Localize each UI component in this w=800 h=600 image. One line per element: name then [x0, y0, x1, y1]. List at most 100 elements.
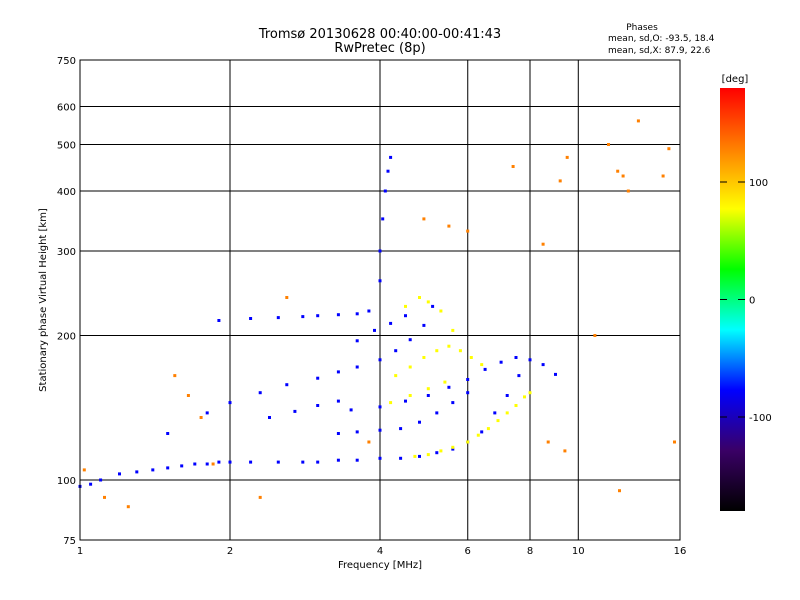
data-point-x	[439, 309, 443, 313]
data-point-o	[431, 304, 435, 308]
data-point-x	[408, 394, 412, 397]
data-point-o	[258, 391, 262, 395]
data-point-noise	[673, 440, 676, 444]
data-point-noise	[563, 449, 567, 453]
data-point-x	[466, 440, 470, 444]
data-point-o	[394, 349, 398, 353]
data-point-o	[541, 363, 545, 367]
data-point-o	[276, 460, 280, 464]
data-point-o	[422, 323, 426, 327]
data-point-noise	[466, 229, 470, 233]
data-point-o	[435, 411, 439, 415]
colorbar-label: [deg]	[722, 74, 749, 85]
data-point-x	[426, 387, 430, 391]
data-point-x	[422, 356, 426, 359]
data-point-x	[514, 404, 518, 407]
data-point-o	[378, 428, 382, 432]
data-point-o	[514, 356, 518, 359]
chart-title: Tromsø 20130628 00:40:00-00:41:43	[258, 27, 501, 42]
x-tick-label: 10	[572, 546, 585, 557]
data-point-noise	[186, 394, 190, 397]
data-point-o	[89, 482, 93, 486]
data-point-o	[268, 416, 271, 419]
data-point-o	[378, 358, 382, 362]
data-point-noise	[511, 165, 515, 168]
data-point-o	[228, 460, 232, 464]
data-point-o	[166, 432, 170, 435]
data-point-x	[451, 328, 455, 332]
data-point-noise	[558, 179, 562, 183]
colorbar-tick-label: 0	[749, 296, 755, 307]
data-point-o	[355, 430, 359, 434]
data-point-o	[386, 169, 390, 173]
data-point-o	[451, 401, 455, 405]
x-tick-label: 4	[377, 546, 383, 557]
data-point-o	[435, 451, 439, 455]
data-point-noise	[667, 147, 671, 151]
data-point-o	[499, 360, 503, 364]
data-point-noise	[211, 462, 215, 466]
data-point-noise	[621, 174, 625, 178]
data-point-o	[205, 462, 209, 466]
data-point-o	[336, 399, 340, 403]
data-point-x	[408, 365, 412, 369]
data-point-o	[118, 472, 121, 476]
data-point-noise	[103, 495, 106, 499]
y-tick-label: 400	[57, 187, 76, 198]
x-tick-label: 16	[674, 546, 687, 557]
data-point-x	[447, 344, 451, 348]
data-point-noise	[126, 505, 130, 509]
y-tick-label: 500	[57, 141, 76, 152]
data-point-o	[483, 367, 487, 371]
data-point-o	[367, 309, 371, 313]
data-point-x	[443, 380, 447, 384]
data-point-o	[301, 460, 305, 464]
x-tick-label: 1	[77, 546, 83, 557]
data-point-o	[336, 370, 340, 374]
data-point-o	[528, 358, 532, 362]
data-point-o	[228, 401, 232, 405]
data-point-noise	[565, 155, 569, 159]
data-point-o	[389, 155, 393, 159]
data-point-o	[355, 365, 359, 369]
data-point-noise	[199, 416, 203, 419]
data-point-o	[466, 378, 470, 381]
data-point-x	[426, 300, 430, 304]
data-point-noise	[541, 242, 545, 246]
data-point-x	[496, 419, 500, 423]
data-point-noise	[626, 189, 630, 193]
data-point-noise	[258, 495, 262, 499]
data-point-noise	[422, 217, 426, 221]
data-point-x	[394, 374, 398, 378]
data-point-o	[517, 374, 521, 378]
data-point-o	[336, 432, 340, 435]
x-axis-ticks: 1 2 4 6 8 10 16	[77, 546, 687, 557]
chart-subtitle: RwPretec (8p)	[334, 41, 425, 56]
data-point-o	[336, 313, 340, 317]
data-point-noise	[367, 440, 371, 444]
data-point-o	[389, 321, 393, 325]
data-point-o	[249, 317, 253, 320]
data-point-x	[451, 445, 455, 449]
data-point-o	[217, 319, 221, 322]
data-point-noise	[82, 468, 86, 472]
data-point-o	[554, 372, 557, 376]
x-tick-label: 8	[527, 546, 533, 557]
data-point-o	[355, 458, 359, 462]
data-point-o	[493, 411, 497, 415]
data-point-noise	[636, 119, 640, 123]
data-point-noise	[546, 440, 550, 444]
colorbar-tick-label: 100	[749, 178, 768, 189]
data-point-noise	[618, 489, 621, 493]
data-point-o	[408, 338, 412, 342]
data-point-o	[505, 394, 509, 397]
data-point-x	[458, 349, 462, 353]
data-point-noise	[616, 169, 620, 173]
data-point-o	[336, 458, 340, 462]
data-point-o	[355, 312, 359, 316]
data-point-x	[404, 304, 407, 308]
data-point-o	[355, 339, 359, 343]
data-point-o	[418, 420, 421, 424]
data-point-o	[276, 316, 280, 320]
